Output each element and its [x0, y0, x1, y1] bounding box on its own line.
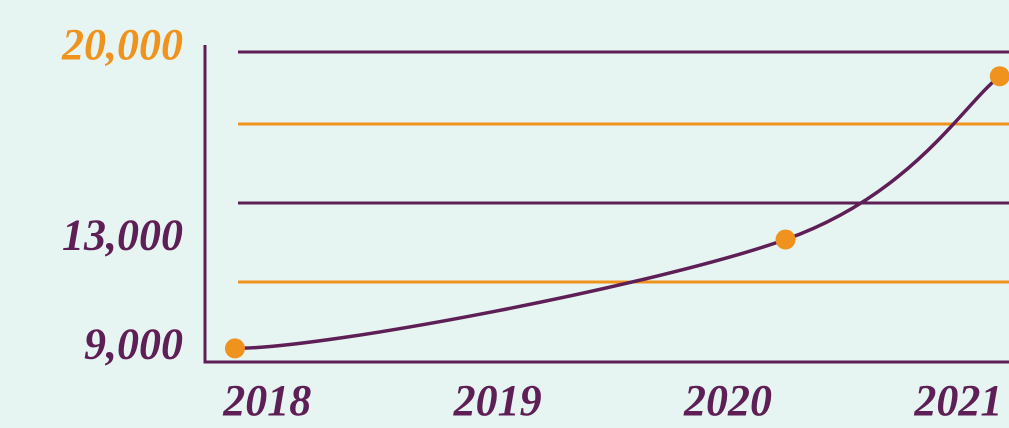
point [775, 229, 796, 250]
x-tick-label: 2019 [453, 376, 542, 425]
y-tick-label: 13,000 [62, 211, 183, 260]
y-tick-label: 20,000 [61, 20, 183, 69]
decorative-stripes [238, 50, 1009, 284]
line [234, 74, 1001, 351]
x-tick-label: 2020 [683, 376, 772, 425]
x-tick-label: 2021 [913, 376, 1002, 425]
point [224, 338, 245, 359]
point [989, 66, 1009, 87]
x-tick-label: 2018 [222, 376, 311, 425]
y-tick-label: 9,000 [84, 319, 183, 368]
